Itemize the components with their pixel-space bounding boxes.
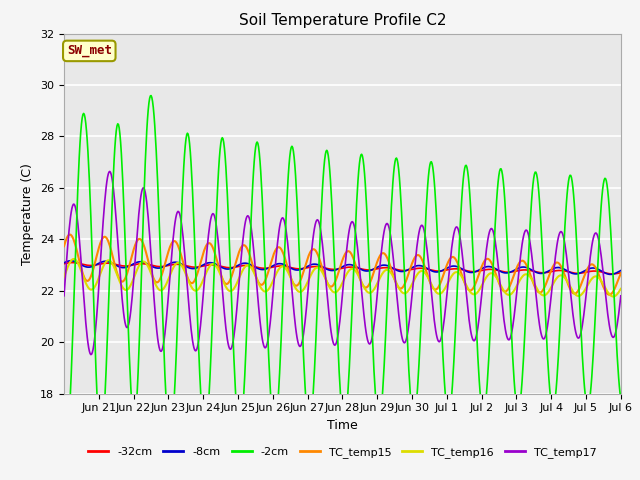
Text: SW_met: SW_met: [67, 44, 112, 58]
Y-axis label: Temperature (C): Temperature (C): [22, 163, 35, 264]
Legend: -32cm, -8cm, -2cm, TC_temp15, TC_temp16, TC_temp17: -32cm, -8cm, -2cm, TC_temp15, TC_temp16,…: [84, 443, 601, 462]
Title: Soil Temperature Profile C2: Soil Temperature Profile C2: [239, 13, 446, 28]
X-axis label: Time: Time: [327, 419, 358, 432]
